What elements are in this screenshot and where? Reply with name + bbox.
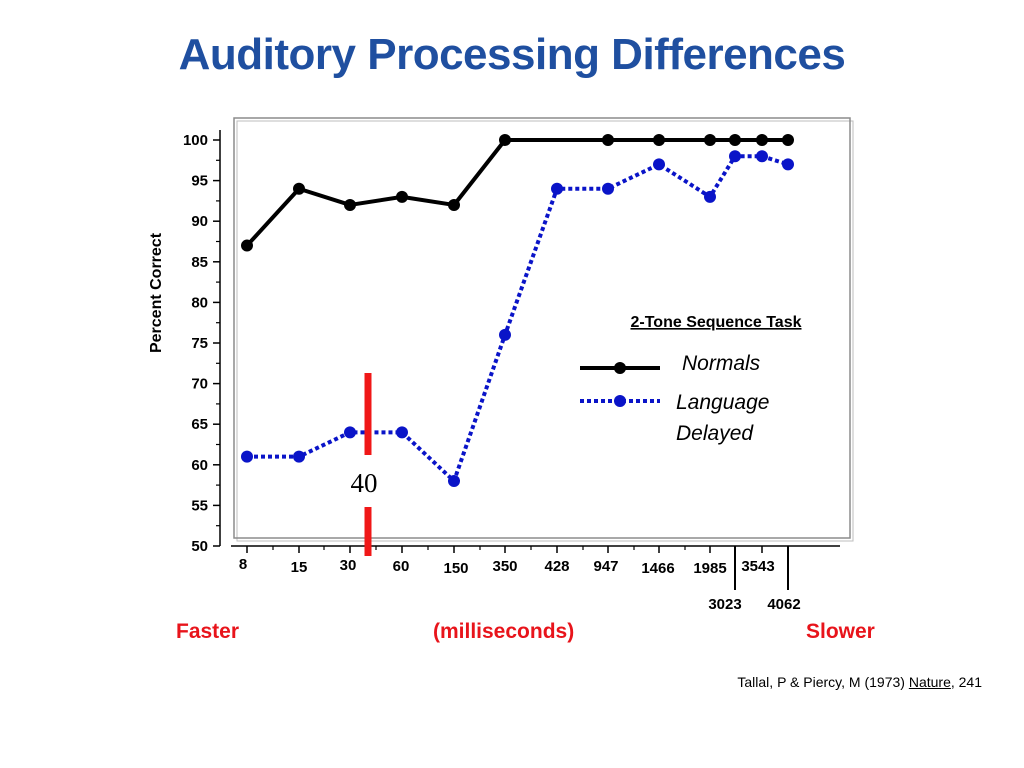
language-delayed-point xyxy=(653,158,665,171)
normals-point xyxy=(756,134,768,146)
language-delayed-point xyxy=(756,150,768,163)
y-tick-label: 80 xyxy=(191,294,208,311)
y-axis-label: Percent Correct xyxy=(148,232,165,353)
normals-point xyxy=(729,134,741,146)
footer-slower: Slower xyxy=(806,620,875,643)
x-tick-label: 350 xyxy=(492,558,517,575)
citation-volume: , 241 xyxy=(950,674,982,690)
y-tick-label: 95 xyxy=(191,173,208,190)
footer-milliseconds: (milliseconds) xyxy=(433,620,575,643)
plot-frame-shadow xyxy=(236,120,854,542)
y-axis: 50 55 60 65 70 75 80 85 90 95 100 xyxy=(183,130,221,555)
y-tick-label: 50 xyxy=(191,538,208,555)
language-delayed-point xyxy=(499,328,511,341)
x-tick-label: 4062 xyxy=(767,596,800,613)
language-delayed-point xyxy=(344,426,356,439)
normals-point xyxy=(344,198,356,211)
citation: Tallal, P & Piercy, M (1973) Nature, 241 xyxy=(737,674,982,690)
citation-journal: Nature xyxy=(908,674,951,690)
language-delayed-point xyxy=(551,182,563,195)
normals-point xyxy=(704,134,716,146)
x-tick-label: 15 xyxy=(291,559,308,576)
legend-title: 2-Tone Sequence Task xyxy=(630,314,801,331)
language-delayed-point xyxy=(448,475,460,488)
y-tick-label: 65 xyxy=(191,416,208,433)
normals-point xyxy=(396,190,408,203)
x-tick-label: 1985 xyxy=(693,560,726,577)
language-delayed-point xyxy=(396,426,408,439)
x-tick-label: 3543 xyxy=(741,558,774,575)
speed-threshold-marker: 40 xyxy=(351,373,378,556)
legend-language-delayed-label-line2: Delayed xyxy=(676,422,754,445)
legend-normals-label: Normals xyxy=(682,352,761,375)
plot-frame xyxy=(233,117,851,539)
language-delayed-point xyxy=(293,450,305,463)
legend: 2-Tone Sequence Task Normals Language De… xyxy=(580,314,802,445)
legend-normals-marker xyxy=(614,362,626,374)
x-tick-label: 947 xyxy=(593,558,618,575)
y-tick-label: 70 xyxy=(191,376,208,393)
legend-language-delayed-marker xyxy=(614,395,626,407)
y-tick-label: 100 xyxy=(183,132,208,149)
normals-point xyxy=(602,134,614,146)
x-tick-label: 428 xyxy=(544,558,569,575)
x-tick-label: 8 xyxy=(239,556,247,573)
citation-authors: Tallal, P & Piercy, M (1973) xyxy=(737,674,909,690)
language-delayed-point xyxy=(704,190,716,203)
series-layer xyxy=(241,134,794,488)
y-tick-label: 90 xyxy=(191,213,208,230)
normals-point xyxy=(782,134,794,146)
normals-point xyxy=(448,198,460,211)
normals-point xyxy=(293,182,305,195)
language-delayed-point xyxy=(602,182,614,195)
y-tick-label: 55 xyxy=(191,497,208,514)
x-tick-label: 3023 xyxy=(708,596,741,613)
footer-faster: Faster xyxy=(176,620,240,643)
legend-language-delayed-label-line1: Language xyxy=(676,391,769,414)
x-tick-label: 150 xyxy=(443,560,468,577)
language-delayed-point xyxy=(241,450,253,463)
normals-point xyxy=(653,134,665,146)
x-tick-label: 60 xyxy=(393,558,410,575)
language-delayed-point xyxy=(729,150,741,163)
slide-title: Auditory Processing Differences xyxy=(178,30,846,79)
language-delayed-point xyxy=(782,158,794,171)
normals-point xyxy=(241,239,253,252)
x-tick-label: 30 xyxy=(340,557,357,574)
x-axis: 8 15 30 60 150 350 428 947 1466 1985 3023 3543 4062 xyxy=(231,545,840,613)
y-tick-label: 85 xyxy=(191,254,208,271)
y-tick-label: 60 xyxy=(191,457,208,474)
normals-point xyxy=(499,134,511,146)
x-tick-label: 1466 xyxy=(641,560,674,577)
y-tick-label: 75 xyxy=(191,335,208,352)
marker-label: 40 xyxy=(351,468,378,498)
